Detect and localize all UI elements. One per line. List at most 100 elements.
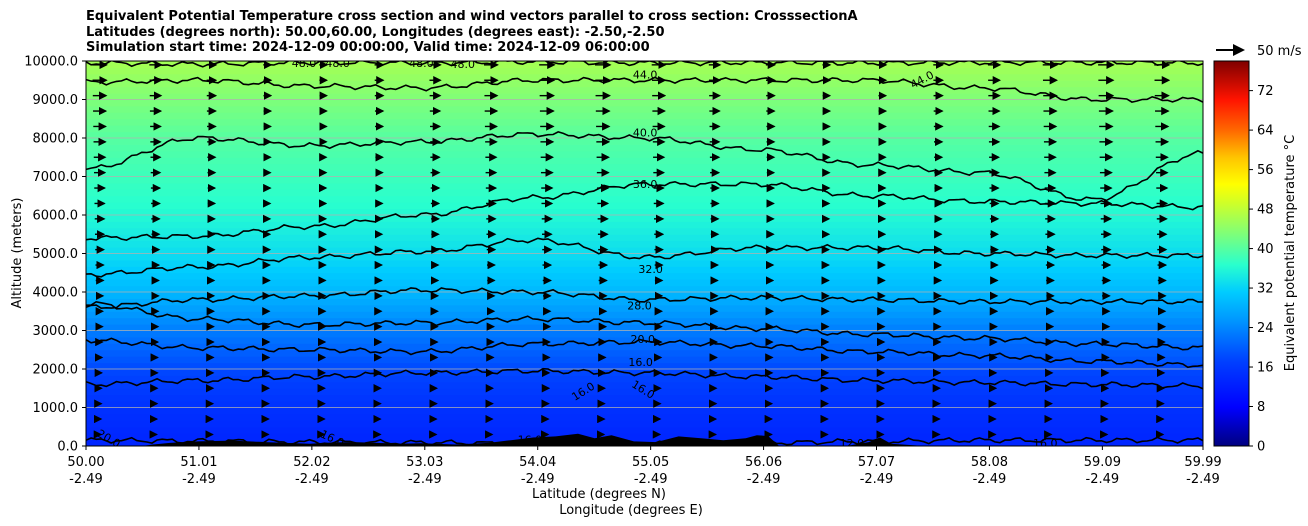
x-axis: 50.00 -2.49 51.01 -2.49 52.02 -2.49 53.03 -2.49… [67, 446, 1222, 487]
field-band [86, 157, 1203, 165]
field-band [86, 324, 1203, 331]
y-tick-label: 2000.0 [33, 363, 79, 378]
y-tick-label: 7000.0 [33, 170, 79, 185]
x-tick-label-lat: 52.02 [293, 455, 330, 470]
contour-label: 28.0 [627, 300, 652, 313]
colorbar-tick-label: 16 [1257, 361, 1274, 376]
x-tick-label-lon: -2.49 [295, 472, 329, 487]
contour-label-group: 40.0 [633, 126, 658, 139]
field-band [86, 118, 1203, 126]
x-tick-label-lon: -2.49 [1086, 472, 1120, 487]
field-band [86, 343, 1203, 351]
field-band [86, 112, 1203, 120]
field-band [86, 330, 1203, 338]
contour-label-group: 32.0 [638, 263, 663, 276]
y-tick-label: 4000.0 [33, 286, 79, 301]
contour-32 [86, 237, 1203, 278]
colorbar-tick-label: 40 [1257, 242, 1274, 257]
x-tick-label-lat: 53.03 [406, 455, 443, 470]
contour-40 [86, 131, 1203, 202]
grid-lines [86, 61, 1203, 446]
contour-lines [86, 61, 1203, 446]
contour-label-group: 20.0 [631, 333, 656, 346]
field-band [86, 426, 1203, 434]
contour-label: 12.0 [840, 437, 865, 450]
contour-label-group: 16.0 [1033, 437, 1058, 446]
x-tick-label-lat: 51.01 [180, 455, 217, 470]
field-band [86, 163, 1203, 171]
contour-label-group: 16.0 [518, 434, 543, 447]
contour-24 [86, 300, 1203, 351]
y-tick-label: 0.0 [57, 440, 78, 455]
contour-label-group: 48.0 [409, 57, 434, 70]
y-tick-label: 6000.0 [33, 209, 79, 224]
y-tick-label: 3000.0 [33, 324, 79, 339]
contour-label: 48.0 [292, 57, 317, 70]
contour-label-group: 48.0 [292, 57, 317, 70]
colorbar-tick-label: 48 [1257, 203, 1274, 218]
contour-label: 16.0 [518, 434, 543, 447]
x-axis-label-longitude: Longitude (degrees E) [559, 503, 703, 518]
field-band [86, 93, 1203, 100]
contour-label-group: 28.0 [627, 300, 652, 313]
colorbar [1213, 60, 1250, 447]
colorbar-tick-label: 24 [1257, 321, 1274, 336]
colorbar-label: Equivalent potential temperature °C [1283, 135, 1298, 371]
colorbar-tick-label: 64 [1257, 124, 1274, 139]
x-tick-label-lat: 55.05 [632, 455, 669, 470]
field-band [86, 234, 1203, 242]
field-band [86, 144, 1203, 152]
x-tick-label-lat: 58.08 [971, 455, 1008, 470]
field-band [86, 215, 1203, 222]
field-band [86, 208, 1203, 216]
x-tick-label-lon: -2.49 [747, 472, 781, 487]
x-tick-label-lat: 56.06 [745, 455, 782, 470]
field-band [86, 285, 1203, 293]
field-band [86, 413, 1203, 421]
y-axis-label: Altitude (meters) [10, 198, 25, 309]
contour-label: 16.0 [628, 356, 653, 369]
x-tick-label-lat: 59.99 [1184, 455, 1221, 470]
x-tick-label-lon: -2.49 [182, 472, 216, 487]
field-band [86, 394, 1203, 402]
contour-label: 48.0 [451, 58, 476, 71]
field-band [86, 259, 1203, 267]
field-band [86, 407, 1203, 415]
contour-label: 48.0 [409, 57, 434, 70]
x-tick-label-lon: -2.49 [634, 472, 668, 487]
y-tick-label: 9000.0 [33, 93, 79, 108]
field-band [86, 99, 1203, 107]
title-line-2: Latitudes (degrees north): 50.00,60.00, … [86, 24, 665, 40]
quiver-key-label: 50 m/s [1257, 44, 1302, 59]
terrain [86, 433, 1203, 446]
field-band [86, 375, 1203, 383]
x-tick-label-lon: -2.49 [408, 472, 442, 487]
field-band [86, 240, 1203, 248]
field-band [86, 362, 1203, 370]
contour-16 [86, 367, 1203, 390]
title-line-3: Simulation start time: 2024-12-09 00:00:… [86, 40, 650, 55]
field-band [86, 170, 1203, 177]
field-band [86, 182, 1203, 190]
field-band [86, 138, 1203, 145]
x-tick-label-lon: -2.49 [860, 472, 894, 487]
contour-label-group: 44.0 [633, 69, 658, 82]
field-band [86, 304, 1203, 312]
field-band [86, 80, 1203, 88]
field-band [86, 433, 1203, 441]
chart-title: Equivalent Potential Temperature cross s… [86, 9, 858, 56]
x-tick-label-lon: -2.49 [973, 472, 1007, 487]
contour-label: 20.0 [631, 333, 656, 346]
x-tick-label-lat: 50.00 [67, 455, 104, 470]
x-tick-label-lon: -2.49 [521, 472, 555, 487]
field-band [86, 227, 1203, 235]
contour-label-group: 12.0 [840, 437, 865, 450]
colorbar-tick-label: 0 [1257, 440, 1265, 455]
x-tick-label-lon: -2.49 [69, 472, 103, 487]
contour-label: 32.0 [638, 263, 663, 276]
x-tick-label-lon: -2.49 [1186, 472, 1220, 487]
field-band [86, 311, 1203, 319]
contour-20 [86, 337, 1203, 369]
contour-label-group: 48.0 [325, 61, 350, 70]
contour-label-group: 16.0 [628, 356, 653, 369]
